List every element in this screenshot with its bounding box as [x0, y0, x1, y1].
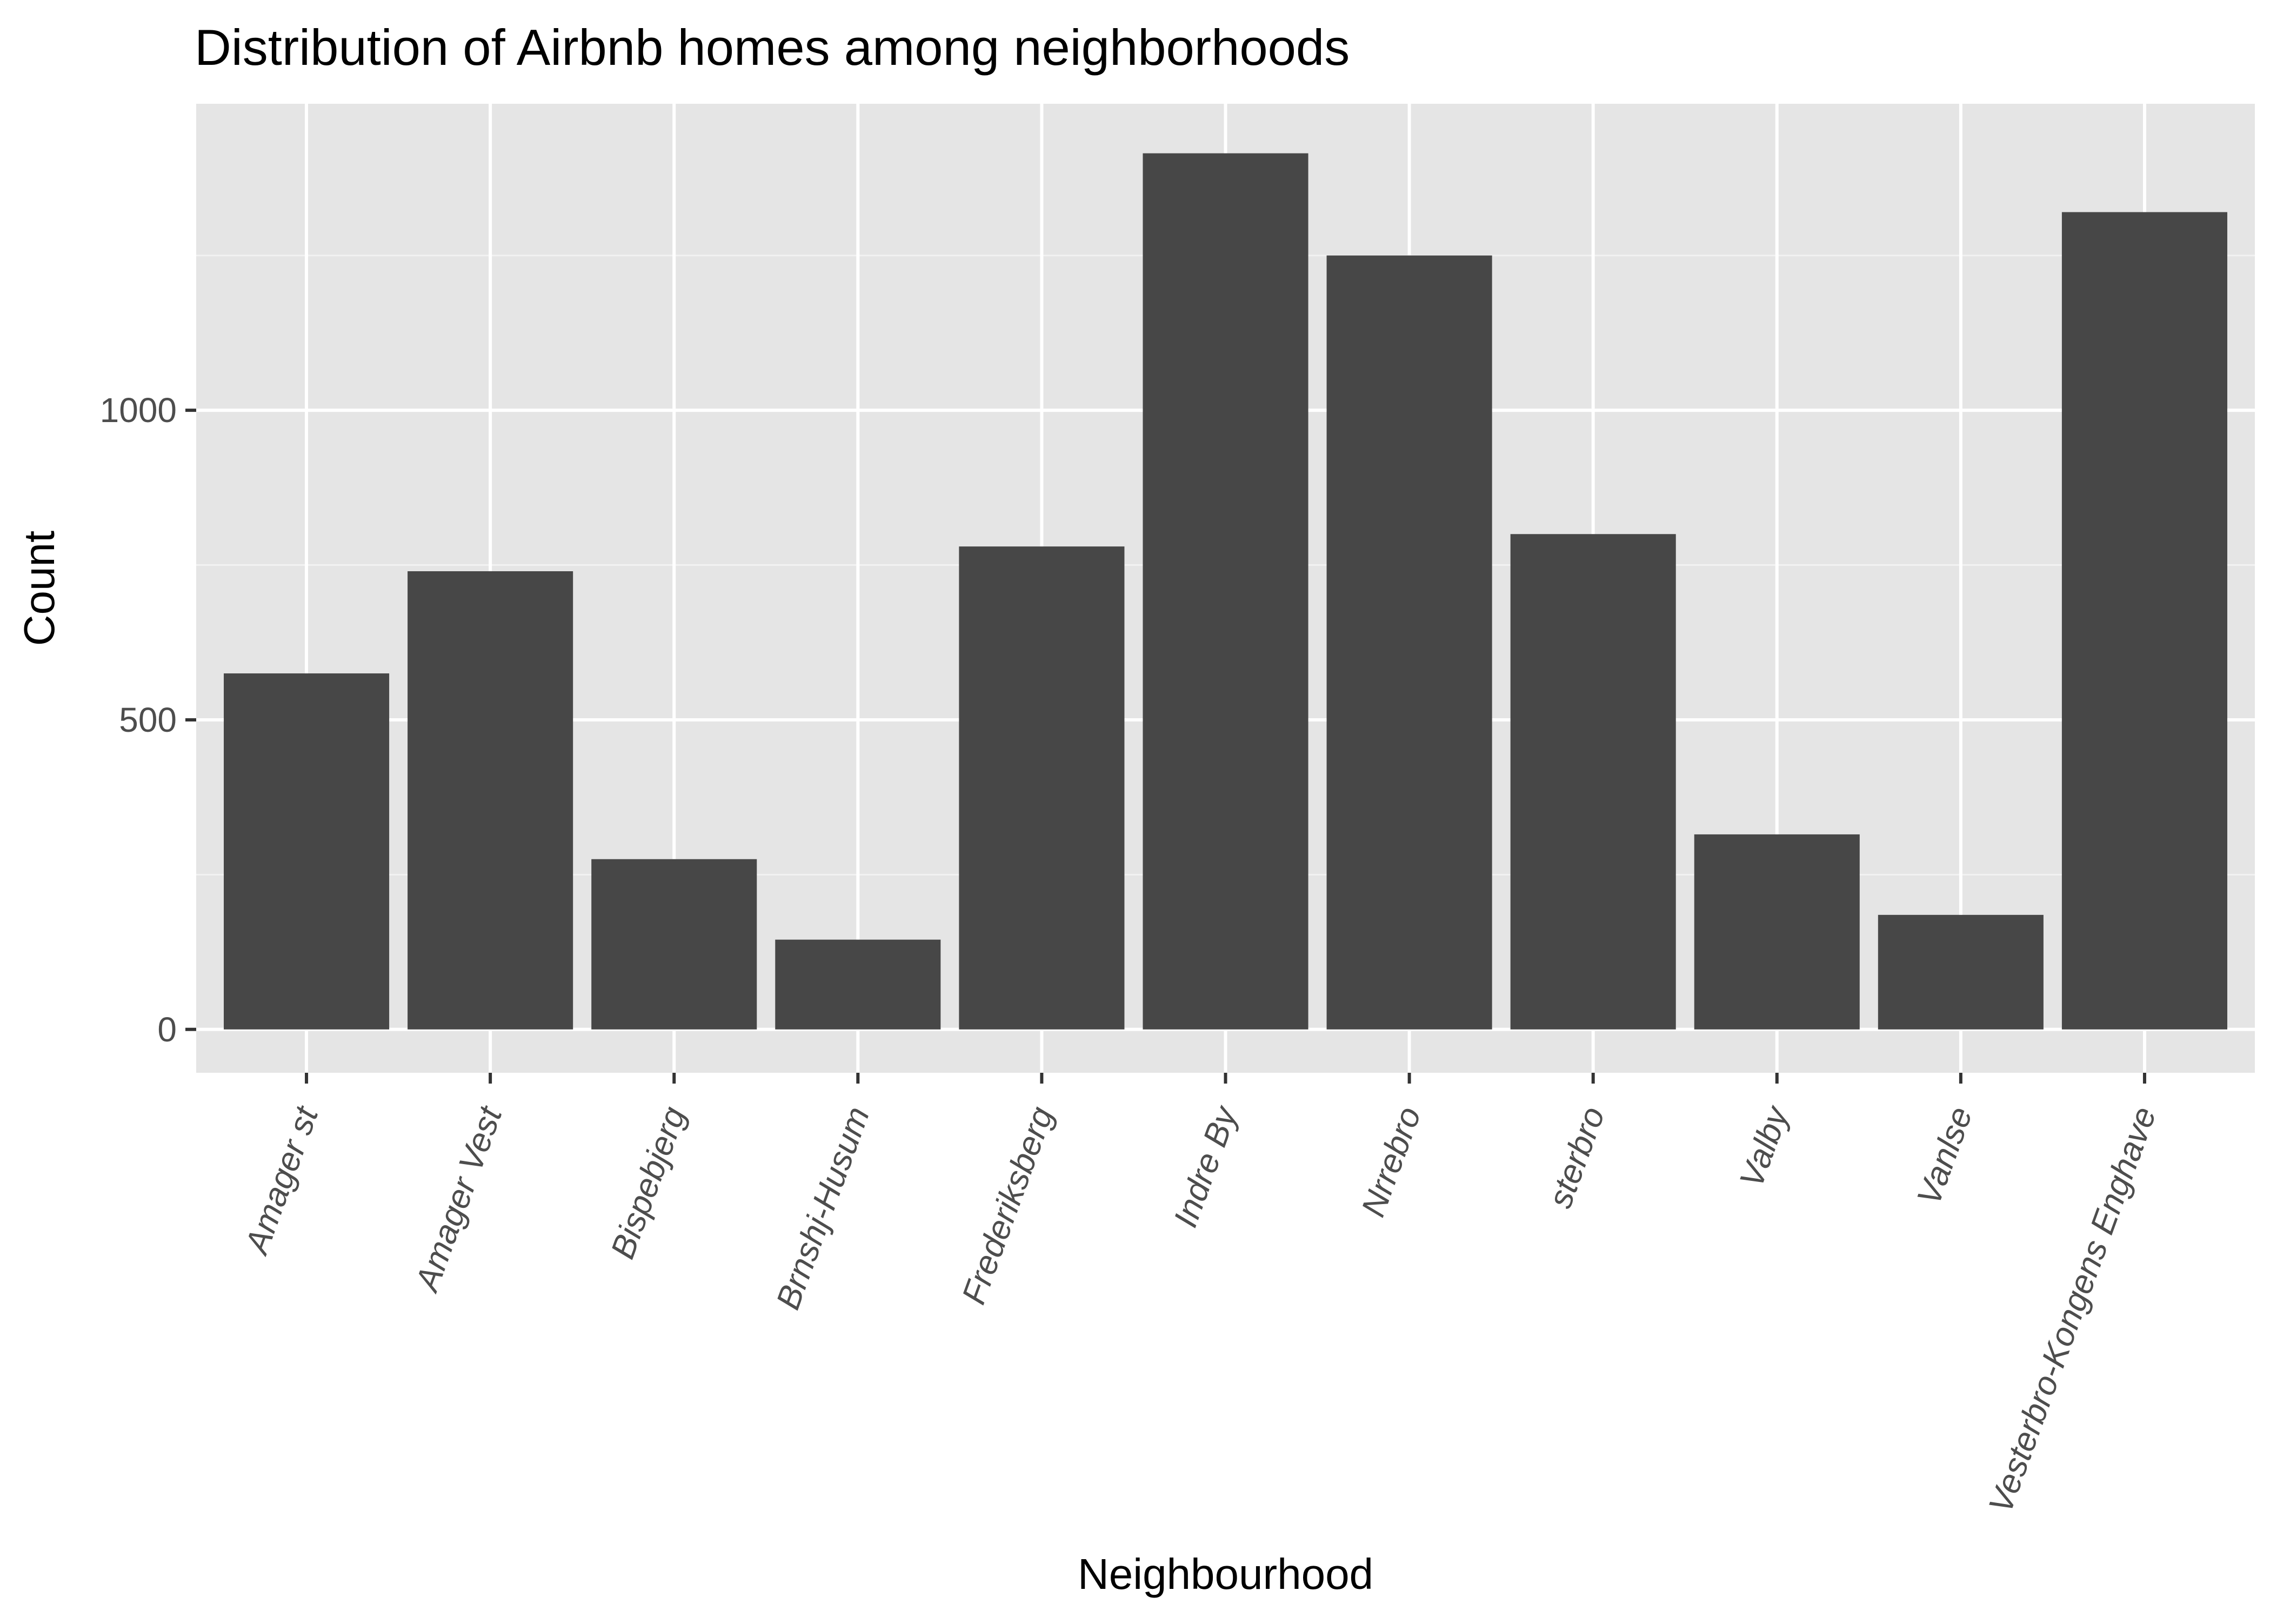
x-tick-label: Nrrebro	[1354, 1102, 1428, 1221]
bar	[1878, 914, 2044, 1030]
x-tick-label: Brnshj-Husum	[769, 1102, 877, 1314]
x-tick-label: Bispebjerg	[604, 1102, 693, 1264]
bar	[1510, 534, 1676, 1030]
bar	[775, 939, 941, 1030]
x-axis-title: Neighbourhood	[1078, 1550, 1373, 1598]
bar	[1326, 255, 1492, 1030]
x-tick-label: Valby	[1733, 1100, 1797, 1192]
x-tick-label: Indre By	[1167, 1100, 1245, 1232]
x-tick-label: Vanlse	[1910, 1102, 1980, 1210]
bar	[2061, 212, 2227, 1030]
y-tick-label: 500	[119, 700, 177, 739]
x-tick-label: Vesterbro-Kongens Enghave	[1982, 1102, 2164, 1518]
bar	[591, 859, 757, 1030]
bars	[224, 153, 2227, 1030]
x-tick-label: Amager st	[237, 1101, 326, 1260]
x-tick-label: sterbro	[1541, 1102, 1612, 1213]
y-axis-title: Count	[15, 531, 63, 646]
bar	[224, 673, 390, 1030]
x-tick-label: Amager Vest	[408, 1101, 510, 1298]
x-axis: Amager st Amager Vest Bispebjerg Brnshj-Hus…	[237, 1073, 2164, 1518]
y-tick-label: 1000	[100, 391, 177, 430]
y-tick-label: 0	[157, 1010, 177, 1049]
x-tick-label: Frederiksberg	[955, 1102, 1061, 1309]
bar	[959, 546, 1125, 1030]
bar	[1694, 834, 1860, 1030]
bar	[1143, 153, 1308, 1030]
chart-title: Distribution of Airbnb homes among neigh…	[195, 19, 1350, 76]
bar	[408, 571, 573, 1030]
y-axis: 0 500 1000	[100, 391, 196, 1049]
